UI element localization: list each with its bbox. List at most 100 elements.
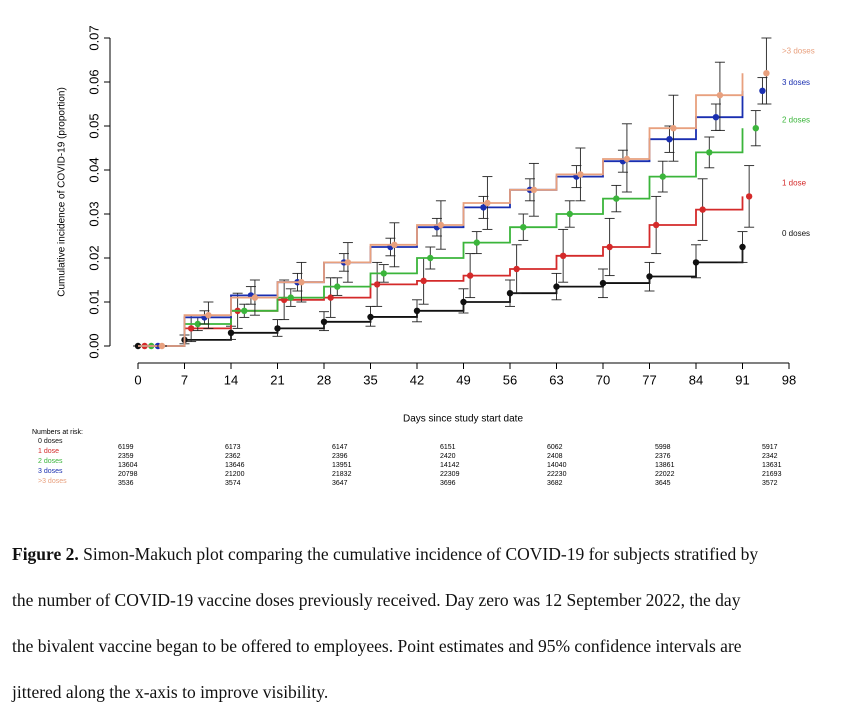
point-estimate: [427, 254, 434, 262]
caption-text: the number of COVID-19 vaccine doses pre…: [12, 590, 741, 610]
y-tick-label: 0.00: [86, 333, 101, 358]
at-risk-value: 3572: [762, 480, 778, 487]
chart: Cumulative incidence of COVID-19 (propor…: [32, 25, 815, 487]
point-estimate: [553, 283, 560, 290]
at-risk-value: 2376: [655, 453, 671, 460]
point-estimate: [513, 265, 520, 273]
at-risk-value: 3574: [225, 480, 241, 487]
point-estimate: [752, 125, 759, 132]
at-risk-value: 6151: [440, 444, 456, 451]
step-line: [138, 128, 744, 347]
at-risk-value: 2408: [547, 453, 563, 460]
y-tick-label: 0.04: [86, 157, 101, 182]
point-estimate: [763, 70, 770, 77]
x-tick-label: 35: [363, 372, 377, 387]
point-estimate: [227, 329, 235, 336]
x-tick-label: 7: [181, 372, 188, 387]
point-estimate: [692, 259, 700, 266]
point-estimate: [699, 206, 706, 213]
at-risk-value: 21200: [225, 471, 245, 478]
caption-label: Figure 2.: [12, 544, 79, 564]
y-tick-label: 0.01: [86, 289, 101, 314]
x-tick-label: 63: [549, 372, 563, 387]
at-risk-value: 2342: [762, 453, 778, 460]
at-risk-value: 21832: [332, 471, 352, 478]
point-estimate: [484, 199, 491, 207]
point-estimate: [659, 173, 666, 180]
point-estimate: [334, 283, 341, 290]
point-estimate: [480, 204, 487, 211]
at-risk-value: 3696: [440, 480, 456, 487]
legend-label: 2 doses: [782, 115, 810, 124]
at-risk-value: 3647: [332, 480, 348, 487]
point-estimate: [745, 193, 753, 200]
legend-label: 0 doses: [782, 229, 810, 238]
x-tick-label: 77: [642, 372, 656, 387]
at-risk-value: 6147: [332, 444, 348, 451]
point-estimate: [652, 221, 660, 229]
caption-line: the bivalent vaccine began to be offered…: [12, 636, 742, 657]
caption-text: the bivalent vaccine began to be offered…: [12, 636, 742, 656]
y-axis-label: Cumulative incidence of COVID-19 (propor…: [57, 87, 68, 297]
point-estimate: [274, 325, 281, 332]
point-estimate: [613, 195, 620, 202]
y-tick-label: 0.02: [86, 245, 101, 270]
at-risk-value: 3536: [118, 480, 134, 487]
at-risk-value: 6173: [225, 444, 241, 451]
at-risk-name: 2 doses: [38, 458, 63, 465]
point-estimate: [670, 125, 677, 132]
point-estimate: [577, 171, 584, 178]
point-estimate: [420, 277, 427, 285]
point-estimate: [716, 92, 724, 99]
point-estimate: [506, 290, 514, 297]
point-estimate: [666, 136, 673, 143]
point-estimate: [739, 243, 746, 251]
point-estimate: [158, 342, 166, 350]
x-tick-label: 0: [134, 372, 141, 387]
x-tick-label: 49: [456, 372, 470, 387]
legend-label: 3 doses: [782, 78, 810, 87]
point-estimate: [437, 221, 445, 229]
at-risk-value: 13951: [332, 462, 352, 469]
point-estimate: [205, 312, 212, 319]
y-tick-label: 0.03: [86, 201, 101, 226]
point-estimate: [367, 313, 374, 321]
at-risk-name: >3 doses: [38, 478, 67, 485]
y-tick-label: 0.06: [86, 69, 101, 94]
at-risk-value: 22309: [440, 471, 460, 478]
at-risk-value: 13861: [655, 462, 675, 469]
point-estimate: [320, 318, 328, 325]
point-estimate: [712, 114, 720, 121]
point-estimate: [566, 210, 573, 218]
at-risk-title: Numbers at risk:: [32, 429, 83, 436]
point-estimate: [287, 294, 294, 301]
at-risk-value: 2362: [225, 453, 241, 460]
point-estimate: [380, 270, 387, 277]
x-axis-label: Days since study start date: [403, 414, 523, 425]
point-estimate: [606, 243, 613, 251]
point-estimate: [759, 87, 766, 95]
point-estimate: [373, 281, 381, 288]
point-estimate: [194, 320, 201, 328]
point-estimate: [473, 239, 480, 246]
at-risk-value: 2396: [332, 453, 348, 460]
at-risk-value: 6199: [118, 444, 134, 451]
at-risk-value: 2420: [440, 453, 456, 460]
point-estimate: [344, 259, 352, 266]
point-estimate: [530, 186, 538, 193]
x-tick-label: 21: [270, 372, 284, 387]
x-tick-label: 91: [735, 372, 749, 387]
x-tick-label: 56: [503, 372, 517, 387]
point-estimate: [646, 273, 653, 280]
at-risk-value: 13631: [762, 462, 782, 469]
x-tick-label: 28: [317, 372, 331, 387]
y-tick-label: 0.05: [86, 113, 101, 138]
at-risk-value: 13604: [118, 462, 138, 469]
caption-line: jittered along the x-axis to improve vis…: [12, 682, 328, 703]
at-risk-value: 21693: [762, 471, 782, 478]
point-estimate: [599, 279, 607, 287]
at-risk-value: 22230: [547, 471, 567, 478]
point-estimate: [460, 298, 467, 306]
x-tick-label: 98: [782, 372, 796, 387]
